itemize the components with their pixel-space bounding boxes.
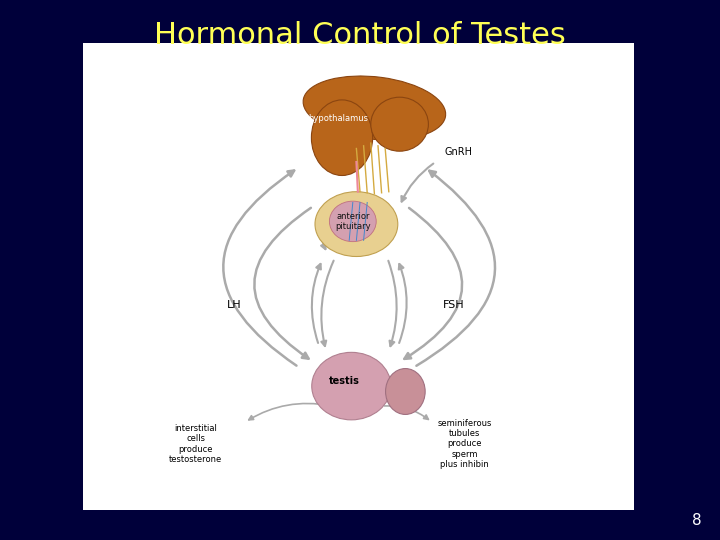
Ellipse shape — [303, 76, 446, 140]
Text: hypothalamus: hypothalamus — [308, 114, 369, 123]
FancyArrowPatch shape — [401, 164, 433, 201]
FancyArrowPatch shape — [405, 208, 462, 359]
FancyArrowPatch shape — [416, 171, 495, 366]
FancyBboxPatch shape — [83, 43, 634, 510]
FancyArrowPatch shape — [321, 261, 333, 346]
Ellipse shape — [312, 353, 391, 420]
FancyArrowPatch shape — [223, 171, 297, 366]
Text: seminiferous
tubules
produce
sperm
plus inhibin: seminiferous tubules produce sperm plus … — [437, 418, 492, 469]
Text: LH: LH — [227, 300, 241, 310]
Text: anterior
pituitary: anterior pituitary — [335, 212, 371, 231]
Text: testis: testis — [329, 376, 359, 386]
FancyArrowPatch shape — [320, 204, 326, 249]
FancyArrowPatch shape — [399, 264, 407, 343]
FancyArrowPatch shape — [388, 261, 397, 346]
FancyArrowPatch shape — [254, 208, 311, 359]
FancyArrowPatch shape — [249, 403, 330, 420]
Text: GnRH: GnRH — [445, 147, 473, 157]
Ellipse shape — [371, 97, 428, 151]
Text: 8: 8 — [692, 513, 701, 528]
Ellipse shape — [330, 201, 376, 242]
FancyArrowPatch shape — [312, 264, 321, 343]
Text: FSH: FSH — [443, 300, 464, 310]
Ellipse shape — [315, 192, 397, 256]
Ellipse shape — [311, 100, 373, 176]
Ellipse shape — [386, 368, 425, 415]
Text: interstitial
cells
produce
testosterone: interstitial cells produce testosterone — [169, 424, 222, 464]
Text: Hormonal Control of Testes: Hormonal Control of Testes — [154, 21, 566, 50]
FancyArrowPatch shape — [384, 406, 428, 420]
